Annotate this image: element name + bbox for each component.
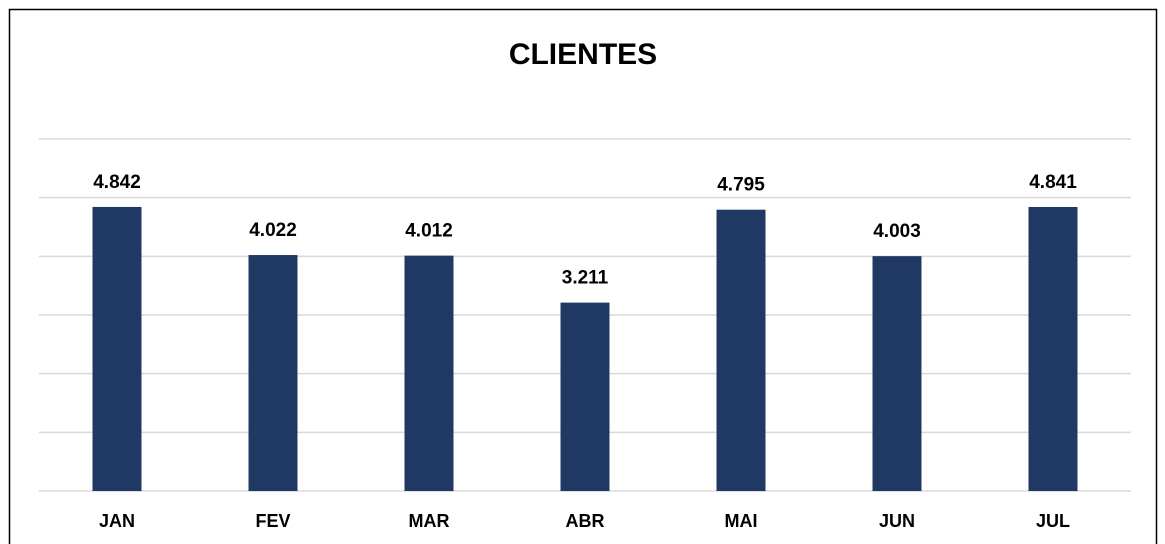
value-label: 4.841 (1029, 172, 1077, 193)
x-tick-label: MAI (725, 511, 758, 531)
bar (248, 255, 298, 491)
bar (716, 209, 766, 491)
value-label: 4.842 (93, 172, 141, 193)
bar (560, 302, 610, 491)
x-tick-label: JUN (879, 511, 915, 531)
x-tick-label: ABR (566, 511, 605, 531)
value-label: 4.022 (249, 220, 297, 241)
bar (92, 206, 142, 491)
bar (1028, 206, 1078, 491)
value-label: 3.211 (562, 268, 609, 289)
bar (872, 256, 922, 491)
value-label: 4.795 (717, 175, 765, 196)
bar (404, 255, 454, 491)
value-label: 4.003 (873, 221, 921, 242)
chart-title: CLIENTES (509, 38, 657, 71)
x-tick-label: JAN (99, 511, 135, 531)
x-tick-label: JUL (1036, 511, 1070, 531)
value-label: 4.012 (405, 221, 453, 242)
x-tick-label: FEV (255, 511, 290, 531)
x-tick-label: MAR (409, 511, 450, 531)
